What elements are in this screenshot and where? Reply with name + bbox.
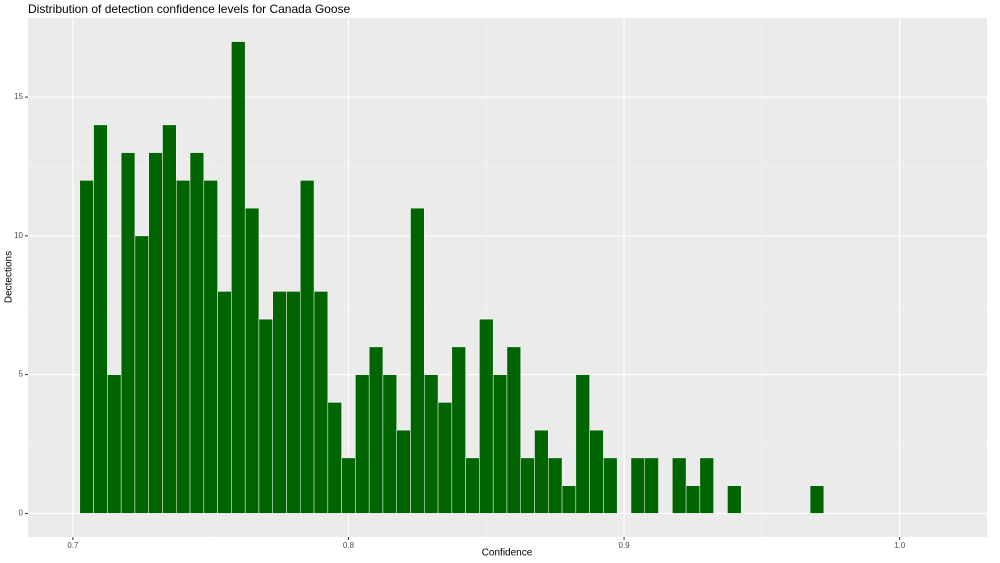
chart-title: Distribution of detection confidence lev… xyxy=(28,2,351,16)
bar xyxy=(534,429,549,514)
bar xyxy=(203,180,218,514)
bar xyxy=(327,402,342,514)
bar xyxy=(231,41,246,514)
bar xyxy=(672,457,687,514)
bar xyxy=(120,152,136,514)
bar xyxy=(382,374,397,514)
bar xyxy=(809,485,825,514)
y-tick-label: 15 xyxy=(14,92,23,101)
bar xyxy=(300,180,315,514)
bar xyxy=(506,346,521,514)
bar xyxy=(148,152,163,514)
bar xyxy=(630,457,645,514)
x-tick-label: 0.7 xyxy=(67,541,79,550)
bar xyxy=(424,374,439,514)
bar xyxy=(465,457,480,514)
bar xyxy=(286,291,301,514)
bar xyxy=(355,374,370,514)
y-tick-label: 10 xyxy=(14,231,23,240)
bar xyxy=(313,291,329,514)
bar xyxy=(520,457,535,514)
bar xyxy=(548,457,563,514)
bar xyxy=(134,235,149,514)
bar xyxy=(217,291,232,514)
y-tick-label: 0 xyxy=(19,509,24,518)
bar xyxy=(272,291,287,514)
bar xyxy=(189,152,205,514)
y-axis-label: Dectections xyxy=(4,251,15,303)
x-tick-label: 1.0 xyxy=(894,541,906,550)
bar xyxy=(176,180,191,514)
bar xyxy=(589,429,604,514)
bar xyxy=(93,124,108,514)
bar xyxy=(162,124,177,514)
bar xyxy=(561,485,577,514)
bar xyxy=(368,346,384,514)
bar xyxy=(451,346,466,514)
bar xyxy=(699,457,714,514)
bar xyxy=(479,318,494,514)
bar xyxy=(492,374,508,514)
x-axis-label: Confidence xyxy=(482,548,533,559)
bar xyxy=(575,374,590,514)
bar xyxy=(437,402,453,514)
bar xyxy=(410,207,425,514)
bar xyxy=(341,457,356,514)
x-tick-label: 0.9 xyxy=(619,541,631,550)
bar xyxy=(396,429,411,514)
bar xyxy=(685,485,701,514)
bar xyxy=(644,457,659,514)
x-tick-label: 0.8 xyxy=(343,541,355,550)
bar xyxy=(727,485,742,514)
bar xyxy=(603,457,618,514)
bar xyxy=(79,180,94,514)
bar xyxy=(258,318,273,514)
y-tick-label: 5 xyxy=(19,370,24,379)
bar xyxy=(107,374,122,514)
bar xyxy=(244,207,260,514)
